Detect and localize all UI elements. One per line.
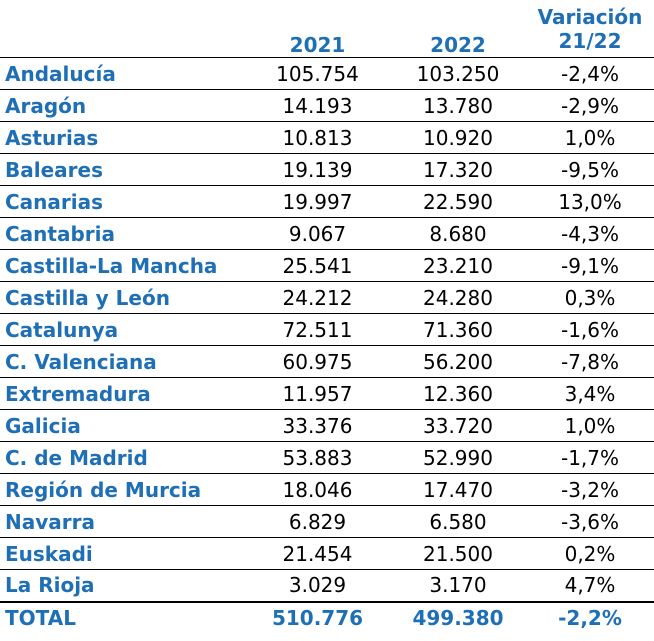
variation-cell: 0,2% — [564, 541, 616, 566]
value-2022-cell: 24.280 — [423, 285, 493, 310]
value-2021-cell: 19.139 — [282, 157, 353, 182]
value-2021-cell: 25.541 — [282, 253, 353, 278]
table-row: Baleares 19.139 17.320 -9,5% — [0, 154, 654, 186]
value-2022-cell: 52.990 — [423, 445, 493, 470]
variation-cell: -1,7% — [560, 445, 620, 470]
variation-cell: -9,1% — [560, 253, 620, 278]
variation-cell: -3,2% — [560, 477, 620, 502]
table-row: Aragón 14.193 13.780 -2,9% — [0, 90, 654, 122]
table-row: Extremadura 11.957 12.360 3,4% — [0, 378, 654, 410]
value-2022-cell: 56.200 — [423, 349, 493, 374]
region-cell: Castilla-La Mancha — [5, 253, 218, 278]
value-2022-cell: 17.470 — [423, 477, 493, 502]
table-row: Andalucía 105.754 103.250 -2,4% — [0, 58, 654, 90]
value-2022-cell: 103.250 — [416, 61, 500, 86]
value-2021-cell: 53.883 — [282, 445, 353, 470]
region-cell: C. Valenciana — [5, 349, 157, 374]
region-cell: Galicia — [5, 413, 81, 438]
variation-cell: -7,8% — [560, 349, 620, 374]
region-cell: C. de Madrid — [5, 445, 148, 470]
value-2021-cell: 21.454 — [282, 541, 353, 566]
total-value-2022-cell: 499.380 — [412, 606, 504, 630]
region-cell: Baleares — [5, 157, 103, 182]
table-row: Asturias 10.813 10.920 1,0% — [0, 122, 654, 154]
value-2022-cell: 22.590 — [423, 189, 493, 214]
region-cell: Aragón — [5, 93, 87, 118]
value-2021-cell: 9.067 — [288, 221, 347, 246]
variation-cell: 1,0% — [564, 413, 616, 438]
table-row: Canarias 19.997 22.590 13,0% — [0, 186, 654, 218]
region-cell: Cantabria — [5, 221, 115, 246]
variation-cell: -1,6% — [560, 317, 620, 342]
total-variation-cell: -2,2% — [558, 606, 622, 630]
region-cell: Euskadi — [5, 541, 93, 566]
table-row: Navarra 6.829 6.580 -3,6% — [0, 506, 654, 538]
value-2021-cell: 19.997 — [282, 189, 353, 214]
table-row: La Rioja 3.029 3.170 4,7% — [0, 570, 654, 602]
value-2021-cell: 6.829 — [288, 509, 347, 534]
region-cell: La Rioja — [5, 573, 95, 598]
region-cell: Asturias — [5, 125, 99, 150]
table-body: Andalucía 105.754 103.250 -2,4% Aragón 14.193… — [0, 58, 654, 634]
value-2021-cell: 105.754 — [276, 61, 359, 86]
header-2021: 2021 — [289, 33, 346, 57]
value-2022-cell: 10.920 — [423, 125, 493, 150]
value-2022-cell: 21.500 — [423, 541, 493, 566]
table-row: Cantabria 9.067 8.680 -4,3% — [0, 218, 654, 250]
table-row: C. de Madrid 53.883 52.990 -1,7% — [0, 442, 654, 474]
value-2022-cell: 8.680 — [429, 221, 487, 246]
value-2022-cell: 23.210 — [423, 253, 493, 278]
header-2022: 2022 — [430, 33, 486, 57]
region-cell: Catalunya — [5, 317, 119, 342]
variation-cell: 3,4% — [564, 381, 616, 406]
region-cell: Andalucía — [5, 61, 116, 86]
table-row: Catalunya 72.511 71.360 -1,6% — [0, 314, 654, 346]
variation-cell: 4,7% — [564, 573, 616, 598]
region-cell: Extremadura — [5, 381, 151, 406]
header-row: 2021 2022 Variación 21/22 — [0, 0, 654, 58]
value-2022-cell: 12.360 — [423, 381, 493, 406]
table-row: Euskadi 21.454 21.500 0,2% — [0, 538, 654, 570]
header-variation-line1: Variación — [537, 4, 643, 29]
region-cell: Castilla y León — [5, 285, 170, 310]
table-row: C. Valenciana 60.975 56.200 -7,8% — [0, 346, 654, 378]
value-2021-cell: 14.193 — [282, 93, 353, 118]
variation-cell: -3,6% — [560, 509, 620, 534]
variation-cell: -9,5% — [560, 157, 620, 182]
variation-cell: 1,0% — [564, 125, 616, 150]
total-region-cell: TOTAL — [5, 606, 76, 630]
header-region — [0, 0, 245, 58]
region-cell: Región de Murcia — [5, 477, 202, 502]
variation-cell: 13,0% — [558, 189, 622, 214]
value-2022-cell: 71.360 — [423, 317, 493, 342]
value-2021-cell: 10.813 — [282, 125, 353, 150]
variation-cell: 0,3% — [564, 285, 616, 310]
value-2021-cell: 18.046 — [282, 477, 353, 502]
value-2021-cell: 72.511 — [282, 317, 353, 342]
table-row: Castilla y León 24.212 24.280 0,3% — [0, 282, 654, 314]
table-row: Castilla-La Mancha 25.541 23.210 -9,1% — [0, 250, 654, 282]
value-2022-cell: 13.780 — [423, 93, 493, 118]
variation-cell: -2,9% — [560, 93, 620, 118]
header-variation-line2: 21/22 — [558, 28, 622, 53]
value-2021-cell: 3.029 — [288, 573, 347, 598]
region-cell: Navarra — [5, 509, 95, 534]
value-2022-cell: 6.580 — [429, 509, 487, 534]
value-2021-cell: 33.376 — [282, 413, 353, 438]
total-row: TOTAL 510.776 499.380 -2,2% — [0, 602, 654, 634]
header-variation: Variación 21/22 — [526, 0, 654, 58]
value-2022-cell: 3.170 — [429, 573, 487, 598]
value-2021-cell: 24.212 — [282, 285, 353, 310]
value-2021-cell: 11.957 — [282, 381, 353, 406]
variation-cell: -4,3% — [560, 221, 620, 246]
value-2022-cell: 17.320 — [423, 157, 493, 182]
value-2022-cell: 33.720 — [423, 413, 493, 438]
region-cell: Canarias — [5, 189, 104, 214]
total-value-2021-cell: 510.776 — [271, 606, 364, 630]
variation-cell: -2,4% — [560, 61, 620, 86]
table-row: Región de Murcia 18.046 17.470 -3,2% — [0, 474, 654, 506]
table-row: Galicia 33.376 33.720 1,0% — [0, 410, 654, 442]
value-2021-cell: 60.975 — [282, 349, 353, 374]
